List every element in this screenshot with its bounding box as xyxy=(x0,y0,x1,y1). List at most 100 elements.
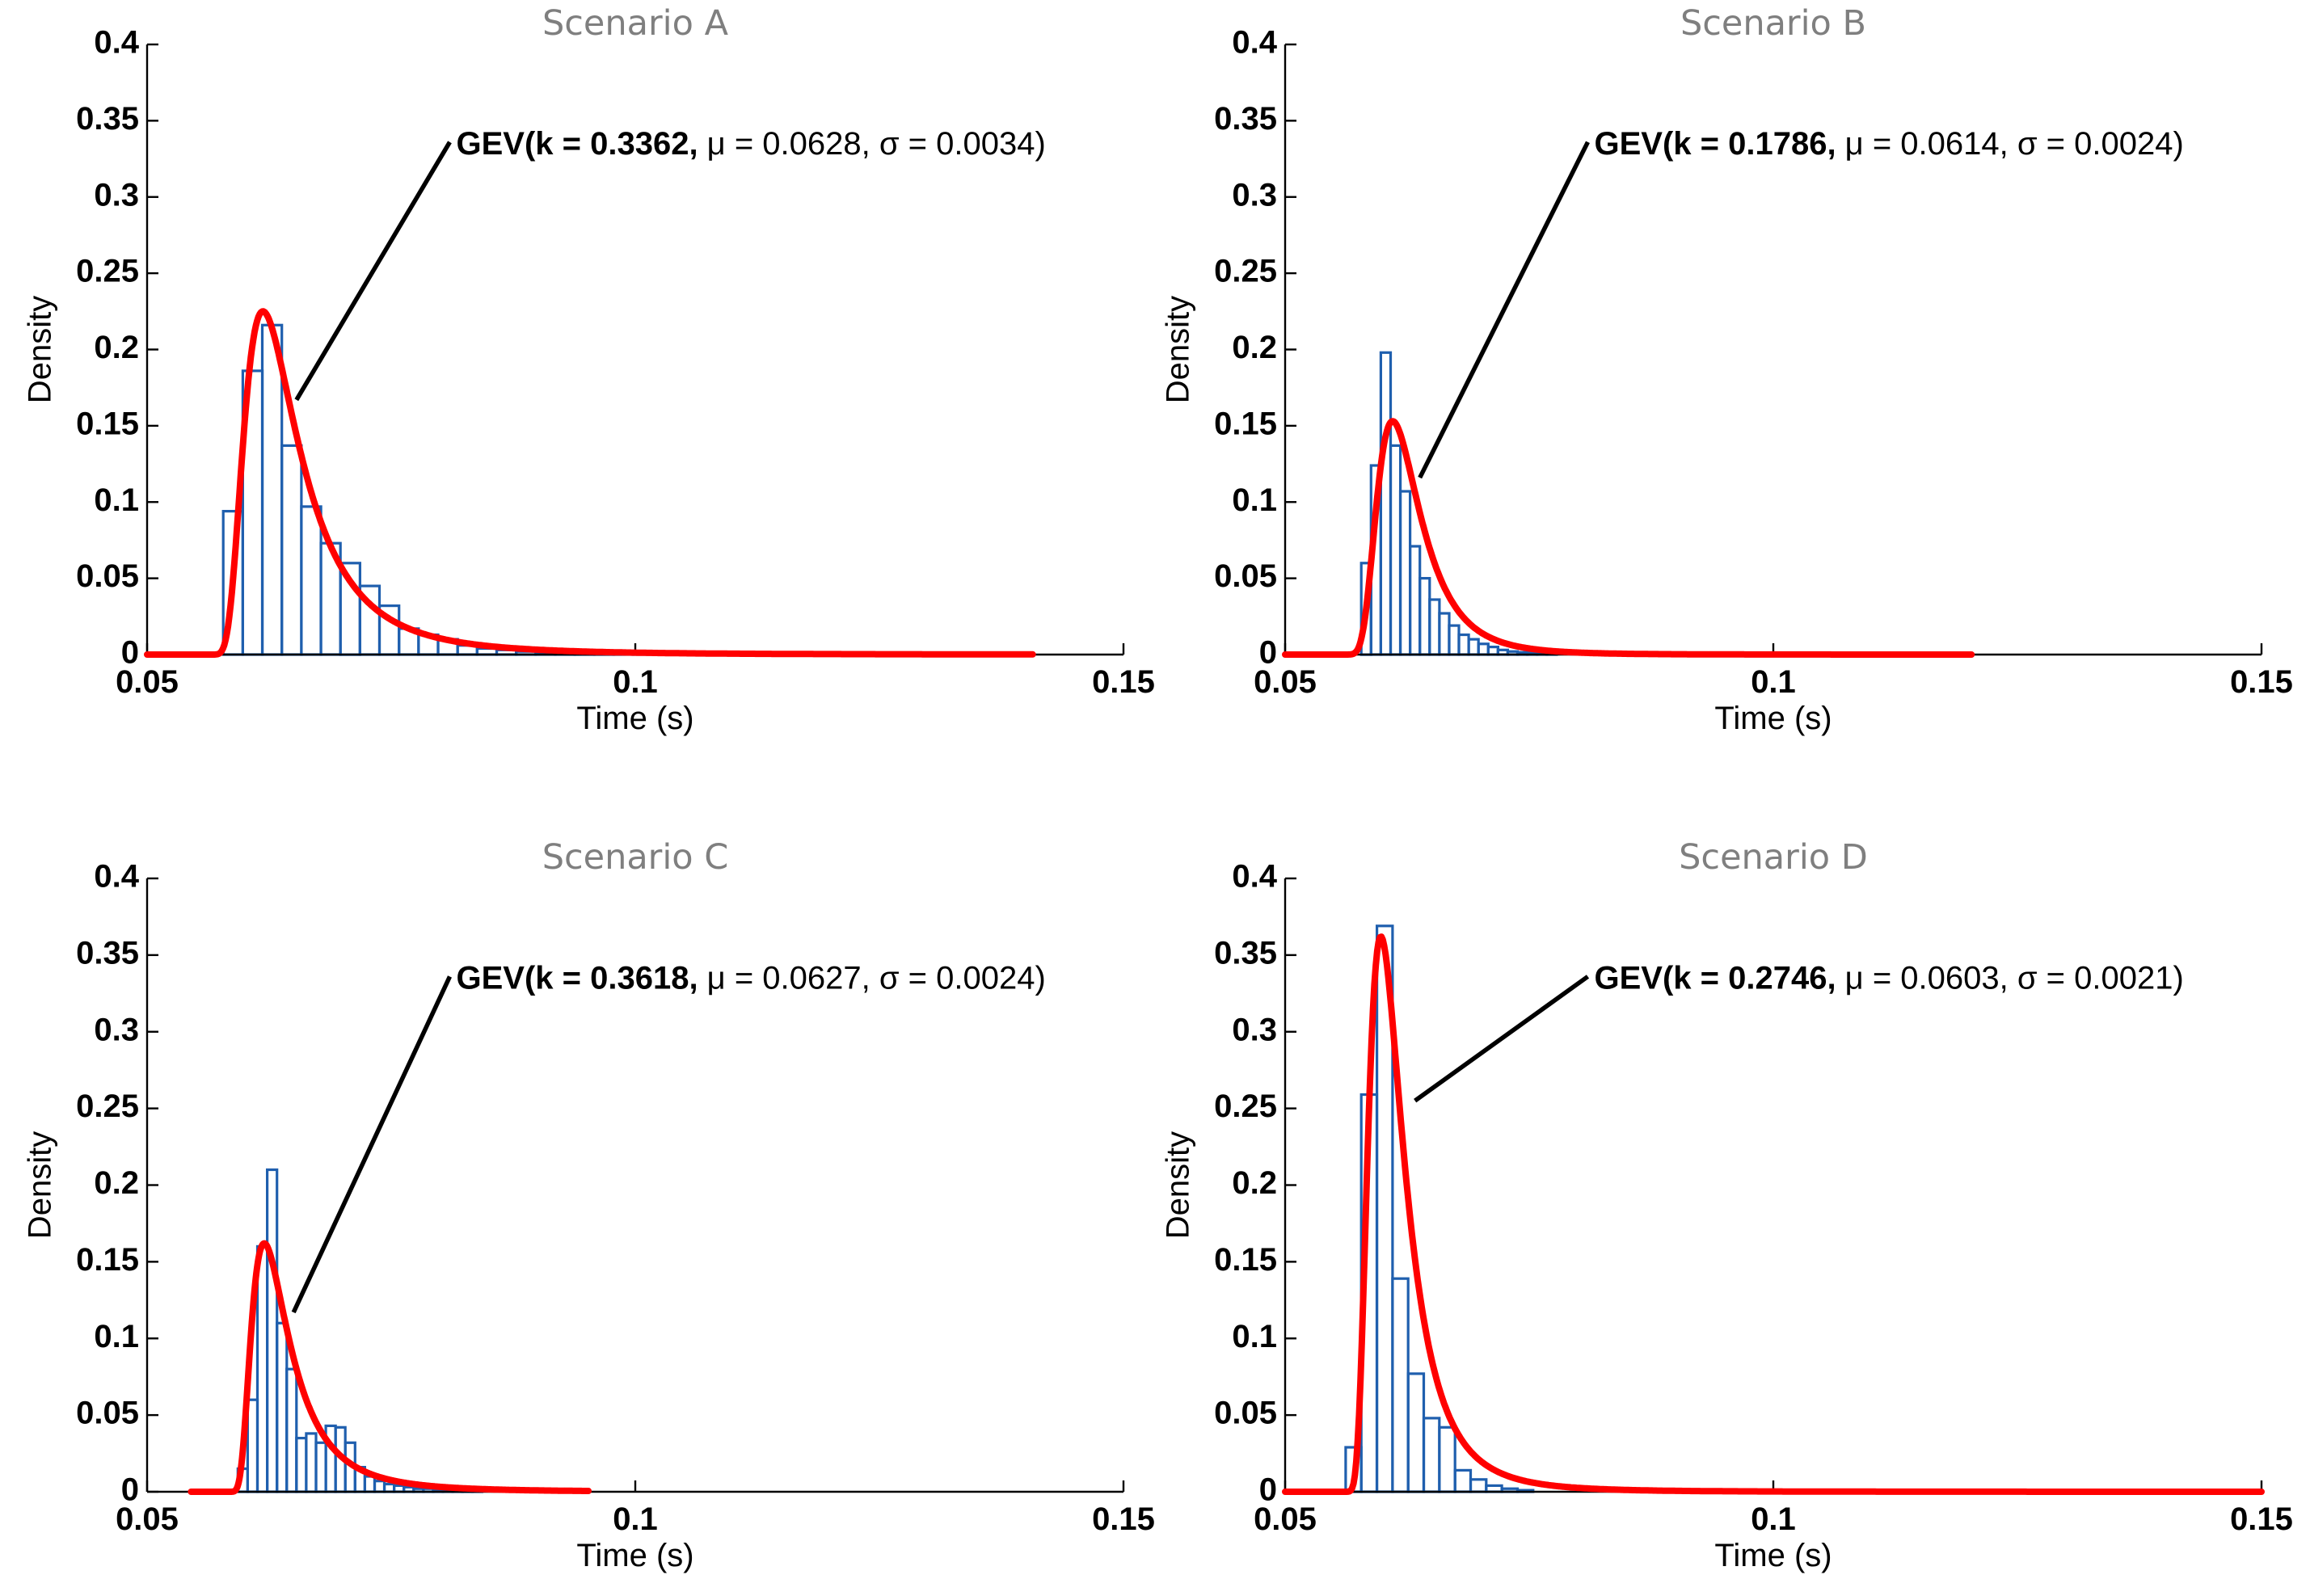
panel-d-hist-bar xyxy=(1422,1417,1441,1493)
panel-b-x-tick-label: 0.05 xyxy=(1254,664,1317,700)
panel-b-annotation-leader xyxy=(1418,141,1590,479)
panel-d-y-tick-label: 0.4 xyxy=(1232,859,1277,895)
panel-b-x-label: Time (s) xyxy=(1714,701,1832,736)
panel-b-hist-bar xyxy=(1486,645,1500,656)
panel-a-y-tick-label: 0.25 xyxy=(76,254,139,289)
panel-a-y-tick-label: 0.15 xyxy=(76,406,139,441)
panel-c-hist-bar xyxy=(276,1321,289,1493)
panel-b-hist-bar xyxy=(1477,642,1490,656)
panel-c-hist-bar xyxy=(373,1480,386,1493)
panel-a-x-tick-label: 0.15 xyxy=(1092,664,1155,700)
panel-b-gev-annotation-params: μ = 0.0614, σ = 0.0024) xyxy=(1836,126,2184,162)
panel-c-y-label: Density xyxy=(23,1131,58,1239)
panel-b-hist-bar xyxy=(1379,351,1393,656)
panel-d-y-tick-label: 0.35 xyxy=(1214,935,1277,971)
panel-b-hist-bar xyxy=(1467,638,1480,656)
panel-b-hist-bar xyxy=(1389,444,1402,656)
panel-b-y-tick-label: 0 xyxy=(1259,635,1277,671)
panel-d-hist-bar xyxy=(1406,1372,1426,1493)
panel-c-y-tick-label: 0.35 xyxy=(76,935,139,971)
panel-c-y-tick-label: 0.25 xyxy=(76,1089,139,1124)
panel-c-gev-fit-curve xyxy=(188,1240,592,1495)
panel-d-y-tick-label: 0.3 xyxy=(1232,1012,1277,1047)
panel-d-hist-bar xyxy=(1438,1425,1456,1493)
panel-a: 00.050.10.150.20.250.30.350.40.05 0.1 0.15… xyxy=(23,3,1155,736)
panel-d-annotation-leader xyxy=(1414,975,1590,1103)
panel-a-y-label: Density xyxy=(23,296,58,403)
panel-c-hist-bar xyxy=(246,1398,259,1493)
panel-b-y-tick-label: 0.25 xyxy=(1214,254,1277,289)
panel-a-title: Scenario A xyxy=(542,3,729,44)
panel-b-hist-bar xyxy=(1438,612,1451,656)
panel-b-hist-bar xyxy=(1398,490,1412,656)
panel-c-hist-bar xyxy=(363,1475,377,1493)
panel-c-hist-bar xyxy=(285,1367,298,1493)
panel-b-y-tick-label: 0.05 xyxy=(1214,558,1277,594)
panel-c-annotation-leader xyxy=(291,975,452,1314)
panel-b-hist-bar xyxy=(1428,598,1441,656)
panel-d-y-tick-label: 0.15 xyxy=(1214,1242,1277,1278)
panel-d-hist-bar xyxy=(1453,1468,1473,1493)
panel-b-x-tick-label: 0.1 xyxy=(1751,664,1796,700)
panel-a-y-tick-label: 0.05 xyxy=(76,558,139,594)
panel-b: 00.050.10.150.20.250.30.350.40.05 0.1 0.15… xyxy=(1161,3,2293,736)
panel-c-gev-annotation-params: μ = 0.0627, σ = 0.0024) xyxy=(698,960,1046,996)
panel-b-hist-bar xyxy=(1448,624,1461,656)
panel-a-gev-annotation-params: μ = 0.0628, σ = 0.0034) xyxy=(698,126,1046,162)
panel-d-y-label: Density xyxy=(1161,1131,1196,1239)
panel-c-gev-annotation-label: GEV(k = 0.3618, xyxy=(456,960,698,996)
panel-c-y-tick-label: 0.15 xyxy=(76,1242,139,1278)
panel-b-hist-bar xyxy=(1457,633,1470,656)
panel-d-hist-bar xyxy=(1391,1277,1410,1493)
panel-b-hist-bar xyxy=(1408,545,1422,656)
panel-c-hist-bar xyxy=(314,1441,327,1493)
panel-d-y-tick-label: 0.1 xyxy=(1232,1319,1277,1354)
panel-a-y-tick-label: 0 xyxy=(121,635,139,671)
panel-b-y-tick-label: 0.35 xyxy=(1214,101,1277,137)
panel-d-title: Scenario D xyxy=(1679,837,1868,878)
panel-c-x-label: Time (s) xyxy=(576,1538,693,1573)
panel-d-x-tick-label: 0.15 xyxy=(2230,1501,2293,1537)
panel-a-y-tick-label: 0.35 xyxy=(76,101,139,137)
panel-a-y-tick-label: 0.3 xyxy=(94,177,139,213)
panel-b-title: Scenario B xyxy=(1680,3,1866,44)
panel-d-x-label: Time (s) xyxy=(1714,1538,1832,1573)
panel-b-gev-annotation: GEV(k = 0.1786, μ = 0.0614, σ = 0.0024) xyxy=(1594,126,2183,162)
panel-c-y-tick-label: 0.4 xyxy=(94,859,139,895)
panel-b-gev-annotation-label: GEV(k = 0.1786, xyxy=(1594,126,1836,162)
panel-b-y-tick-label: 0.4 xyxy=(1232,25,1277,61)
panel-c-hist-bar xyxy=(255,1244,269,1493)
panel-a-gev-annotation-label: GEV(k = 0.3362, xyxy=(456,126,698,162)
panel-a-hist-bar xyxy=(260,323,284,656)
panel-c: 00.050.10.150.20.250.30.350.40.05 0.1 0.15… xyxy=(23,837,1155,1573)
panel-a-y-tick-label: 0.1 xyxy=(94,482,139,518)
panel-c-x-tick-label: 0.05 xyxy=(116,1501,179,1537)
panel-d-gev-fit-curve xyxy=(1282,933,2265,1495)
panel-c-y-tick-label: 0.1 xyxy=(94,1319,139,1354)
panel-d-gev-annotation: GEV(k = 0.2746, μ = 0.0603, σ = 0.0021) xyxy=(1594,960,2183,996)
panel-c-x-tick-label: 0.1 xyxy=(613,1501,658,1537)
panel-c-gev-annotation: GEV(k = 0.3618, μ = 0.0627, σ = 0.0024) xyxy=(456,960,1045,996)
panel-c-y-tick-label: 0.05 xyxy=(76,1396,139,1431)
panel-b-y-tick-label: 0.1 xyxy=(1232,482,1277,518)
panel-b-y-label: Density xyxy=(1161,296,1196,403)
panel-d-x-tick-label: 0.05 xyxy=(1254,1501,1317,1537)
panel-d: 00.050.10.150.20.250.30.350.40.05 0.1 0.15… xyxy=(1161,837,2293,1573)
panel-d-x-tick-label: 0.1 xyxy=(1751,1501,1796,1537)
panel-a-hist-bar xyxy=(280,444,303,656)
panel-c-y-tick-label: 0.3 xyxy=(94,1012,139,1047)
panel-b-y-tick-label: 0.15 xyxy=(1214,406,1277,441)
panel-c-hist-bar xyxy=(382,1482,396,1493)
panel-a-annotation-leader xyxy=(294,141,452,402)
panel-c-y-tick-label: 0 xyxy=(121,1472,139,1508)
panel-d-y-tick-label: 0 xyxy=(1259,1472,1277,1508)
panel-b-gev-fit-curve xyxy=(1282,418,1975,658)
panel-b-y-tick-label: 0.3 xyxy=(1232,177,1277,213)
panel-d-hist-bar xyxy=(1469,1478,1488,1493)
panel-c-hist-bar xyxy=(305,1432,318,1493)
panel-c-hist-bar xyxy=(295,1436,308,1493)
panel-d-y-tick-label: 0.25 xyxy=(1214,1089,1277,1124)
panel-d-y-tick-label: 0.2 xyxy=(1232,1165,1277,1201)
panel-d-gev-annotation-label: GEV(k = 0.2746, xyxy=(1594,960,1836,996)
panel-c-title: Scenario C xyxy=(542,837,729,878)
